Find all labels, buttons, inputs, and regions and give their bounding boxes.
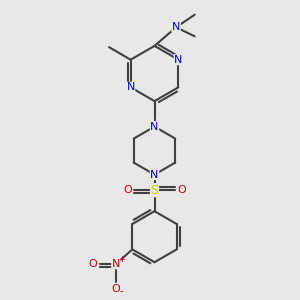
Text: N: N [172, 22, 180, 32]
Text: O: O [88, 259, 97, 269]
Text: N: N [112, 259, 120, 269]
Text: O: O [123, 185, 132, 195]
Text: -: - [120, 286, 124, 296]
Text: N: N [126, 82, 135, 92]
Text: O: O [112, 284, 120, 294]
Text: N: N [150, 169, 159, 180]
Text: N: N [150, 122, 159, 132]
Text: O: O [177, 185, 186, 195]
Text: S: S [151, 184, 158, 197]
Text: N: N [174, 55, 183, 65]
Text: +: + [118, 255, 125, 264]
